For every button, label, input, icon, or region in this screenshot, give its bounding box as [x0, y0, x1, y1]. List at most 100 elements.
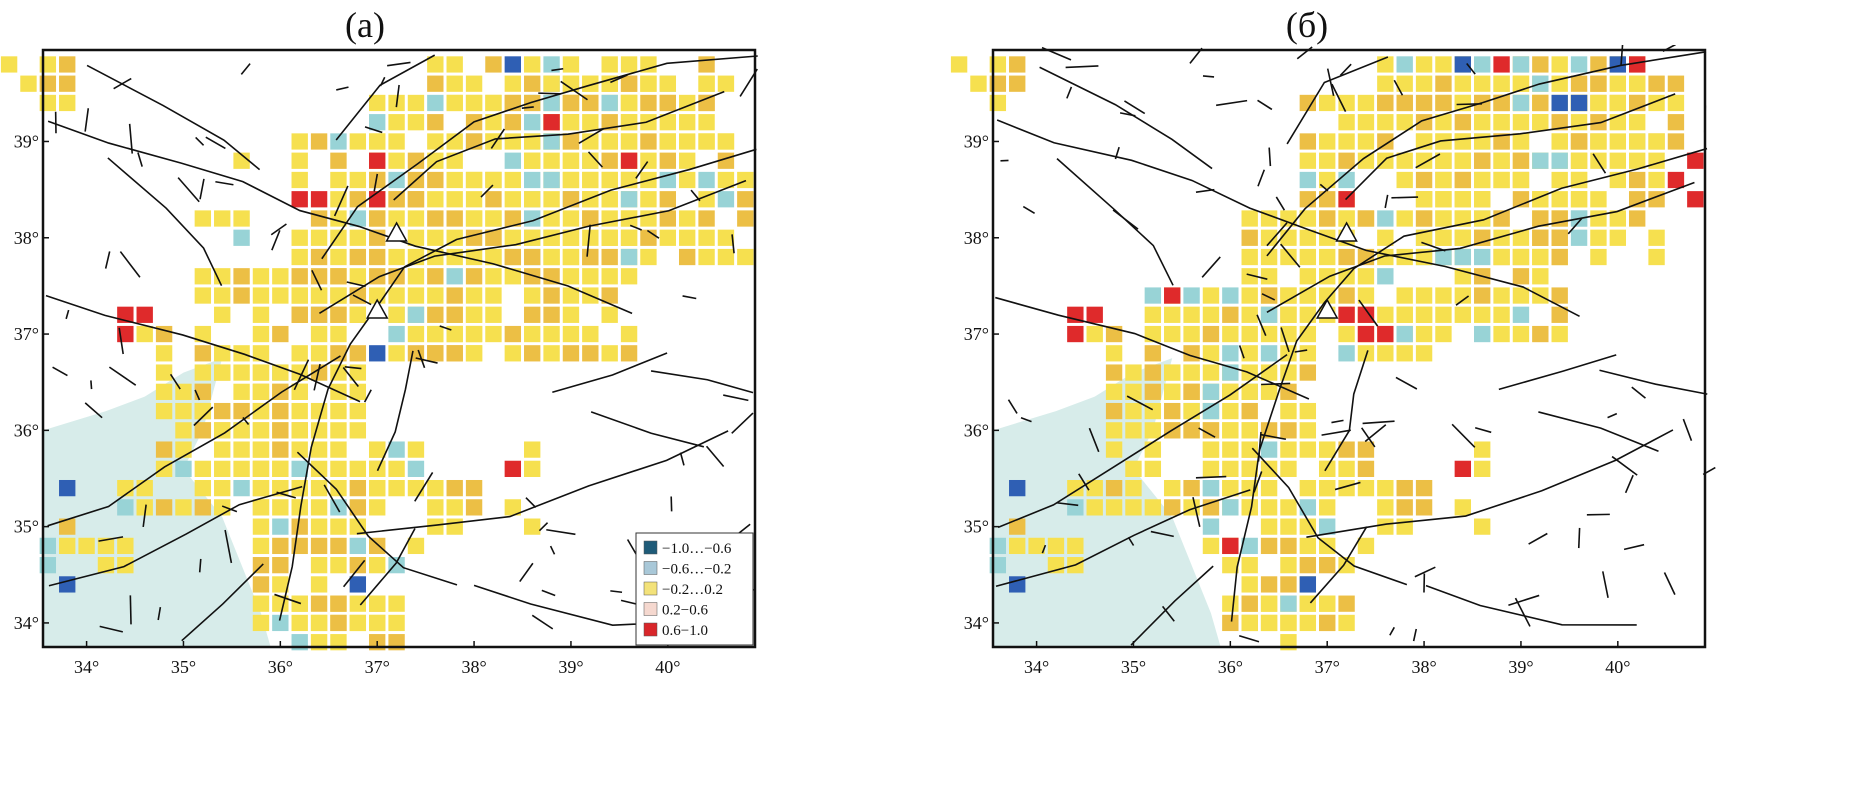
grid-cell	[1648, 229, 1665, 246]
grid-cell	[1260, 537, 1278, 555]
grid-cell	[465, 287, 483, 304]
grid-cell	[1512, 248, 1530, 266]
grid-cell	[659, 152, 677, 169]
grid-cell	[562, 94, 580, 112]
grid-cell	[1532, 152, 1549, 169]
grid-cell-red	[1667, 171, 1685, 189]
grid-cell-red	[1067, 325, 1084, 343]
fault-segment	[1414, 566, 1436, 578]
legend-label: −0.2…0.2	[662, 582, 723, 598]
grid-cell	[1493, 152, 1510, 169]
fault-segment	[346, 281, 366, 288]
grid-cell	[582, 75, 599, 92]
grid-cell	[349, 595, 367, 612]
grid-cell	[1474, 152, 1491, 169]
grid-cell	[330, 191, 347, 208]
fault-segment	[1592, 153, 1607, 174]
grid-cell-orange	[59, 75, 76, 92]
fault-line	[1056, 158, 1174, 286]
fault-segment	[1294, 349, 1308, 353]
grid-cell	[1241, 325, 1258, 343]
grid-cell	[388, 614, 405, 632]
grid-cell-red	[369, 152, 386, 169]
fault-segment	[682, 295, 697, 300]
grid-cell	[272, 576, 289, 593]
grid-cell	[1512, 171, 1530, 189]
fault-segment	[1198, 427, 1216, 438]
grid-cell	[1105, 402, 1123, 420]
grid-cell	[1590, 75, 1607, 92]
grid-cell	[1648, 75, 1665, 92]
grid-cell	[1396, 114, 1413, 131]
fault-segment	[84, 108, 90, 132]
fault-line	[1306, 429, 1674, 539]
fault-segment	[1261, 382, 1291, 386]
grid-cell	[640, 56, 657, 73]
grid-cell	[407, 306, 425, 323]
grid-cell	[330, 557, 347, 574]
x-tick-label: 39°	[558, 657, 583, 677]
grid-cell-yellow	[97, 557, 115, 574]
fault-segment	[1631, 386, 1646, 399]
grid-cell	[1183, 306, 1200, 323]
grid-cell	[1241, 422, 1258, 439]
grid-cell-yellow	[970, 75, 987, 92]
grid-cell	[1667, 133, 1685, 150]
grid-cell-orange	[1009, 518, 1026, 535]
grid-cell	[310, 133, 328, 150]
grid-cell	[1222, 306, 1239, 323]
grid-cell-blue	[1570, 94, 1588, 112]
grid-cell	[582, 114, 599, 131]
grid-cell	[1299, 229, 1317, 246]
grid-cell	[194, 499, 212, 516]
grid-cell	[1570, 152, 1588, 169]
grid-cell	[272, 402, 289, 420]
grid-cell	[369, 248, 386, 266]
grid-cell	[504, 268, 522, 285]
grid-cell	[1299, 268, 1317, 285]
grid-cell	[1222, 325, 1239, 343]
grid-cell	[679, 210, 696, 227]
grid-cell	[717, 75, 735, 92]
grid-cell	[1299, 133, 1317, 150]
fault-segment	[1331, 83, 1347, 112]
grid-cell	[446, 306, 463, 323]
grid-cell-yellow	[524, 518, 541, 535]
grid-cell	[1202, 345, 1220, 362]
y-tick-label: 35°	[14, 517, 39, 537]
grid-cell	[330, 345, 347, 362]
grid-cell	[562, 325, 580, 343]
grid-cell	[679, 114, 696, 131]
grid-cell-blue	[1299, 576, 1317, 593]
grid-cell	[1338, 171, 1355, 189]
grid-cell-yellow	[369, 460, 386, 477]
grid-cell	[1551, 210, 1568, 227]
fault-segment	[142, 504, 147, 528]
grid-cell	[233, 287, 250, 304]
fault-segment	[205, 136, 226, 150]
grid-cell-cyan	[1067, 499, 1084, 516]
grid-cell	[446, 75, 463, 92]
grid-cell	[1338, 248, 1355, 266]
fault-segment	[215, 180, 234, 186]
x-tick-label: 36°	[1218, 657, 1243, 677]
fault-segment	[1280, 243, 1301, 268]
grid-cell-red	[1357, 306, 1375, 323]
grid-cell	[1241, 306, 1258, 323]
grid-cell	[504, 210, 522, 227]
fault-segment	[635, 161, 649, 179]
grid-cell	[1396, 171, 1413, 189]
grid-cell	[175, 402, 192, 420]
grid-cell	[349, 479, 367, 497]
grid-cell	[1241, 537, 1258, 555]
grid-cell	[562, 152, 580, 169]
grid-cell	[369, 499, 386, 516]
grid-cell	[524, 56, 541, 73]
grid-cell	[1357, 287, 1375, 304]
grid-cell	[1319, 171, 1336, 189]
grid-cell	[233, 422, 250, 439]
grid-cell	[252, 460, 270, 477]
grid-cell	[349, 383, 367, 400]
grid-cell	[369, 133, 386, 150]
grid-cell	[446, 345, 463, 362]
